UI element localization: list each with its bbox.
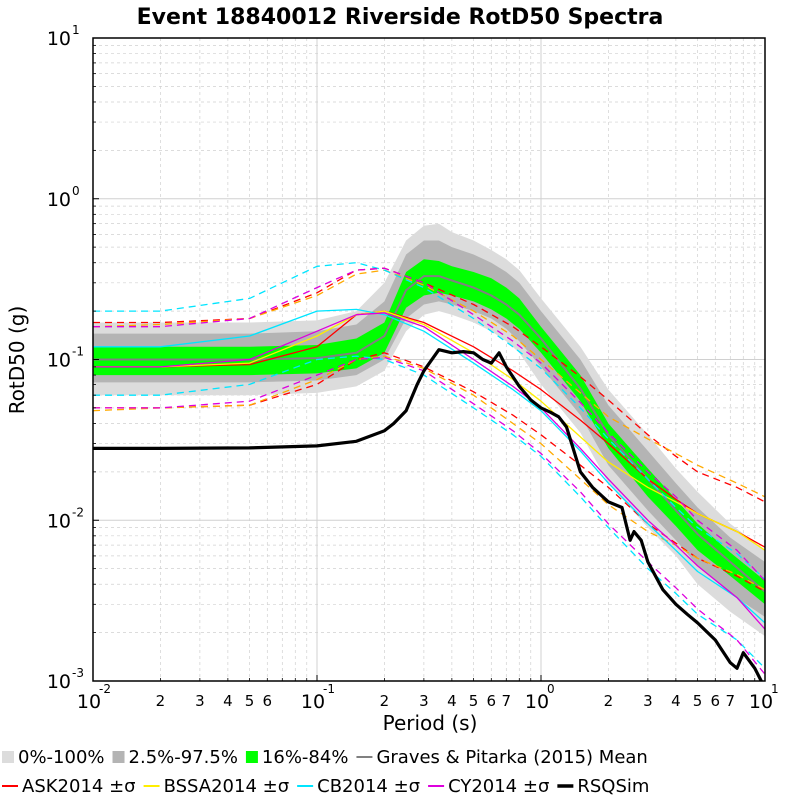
legend-label: CY2014 ±σ <box>448 776 549 797</box>
legend-label: 16%-84% <box>262 747 349 768</box>
x-tick-label: 10 <box>301 691 325 713</box>
series-cy2014-+- <box>93 267 765 582</box>
x-minor-tick-label: 2 <box>604 692 614 710</box>
legend-label: 0%-100% <box>18 747 105 768</box>
legend-label: 2.5%-97.5% <box>129 747 238 768</box>
chart-title: Event 18840012 Riverside RotD50 Spectra <box>137 5 664 30</box>
legend: 0%-100% 2.5%-97.5% 16%-84% Graves & Pitarka… <box>2 747 649 797</box>
y-tick-label: 10 <box>47 28 71 50</box>
x-minor-tick-label: 6 <box>263 692 273 710</box>
series-lines <box>93 262 765 681</box>
legend-label: CB2014 ±σ <box>317 776 420 797</box>
legend-label: BSSA2014 ±σ <box>164 776 290 797</box>
y-tick-label: 10 <box>47 671 71 693</box>
band-2-5-97-5- <box>93 240 765 617</box>
x-minor-tick-label: 4 <box>447 692 457 710</box>
x-tick-exponent: -2 <box>99 682 111 696</box>
x-minor-tick-label: 5 <box>693 692 703 710</box>
x-tick-exponent: 1 <box>771 682 779 696</box>
x-tick-exponent: -1 <box>323 682 335 696</box>
y-tick-exponent: -2 <box>72 505 84 519</box>
legend-swatch <box>2 751 14 763</box>
y-tick-exponent: -1 <box>72 345 84 359</box>
legend-label: ASK2014 ±σ <box>22 776 136 797</box>
x-minor-tick-label: 3 <box>419 692 429 710</box>
x-minor-tick-label: 6 <box>487 692 497 710</box>
legend-swatch <box>112 751 125 763</box>
y-tick-exponent: 1 <box>72 23 80 37</box>
x-minor-tick-label: 4 <box>223 692 233 710</box>
y-tick-label: 10 <box>47 510 71 532</box>
x-minor-tick-label: 5 <box>469 692 479 710</box>
x-axis-label: Period (s) <box>383 711 478 735</box>
legend-swatch <box>245 751 258 763</box>
x-tick-exponent: 0 <box>547 682 555 696</box>
series-bssa2014--- <box>93 355 765 591</box>
x-tick-label: 10 <box>749 691 773 713</box>
x-minor-tick-label: 4 <box>671 692 681 710</box>
legend-label: RSQSim <box>577 776 649 797</box>
x-minor-tick-label: 2 <box>380 692 390 710</box>
y-axis-label: RotD50 (g) <box>5 306 29 415</box>
series-cb2014-+- <box>93 262 765 580</box>
series-bssa2014-+- <box>93 269 765 498</box>
y-tick-label: 10 <box>47 189 71 211</box>
series-cy2014- <box>93 312 765 630</box>
x-minor-tick-label: 7 <box>502 692 512 710</box>
x-tick-label: 10 <box>77 691 101 713</box>
x-minor-tick-label: 3 <box>643 692 653 710</box>
band-0-100- <box>93 223 765 637</box>
x-minor-tick-label: 6 <box>711 692 721 710</box>
legend-label: Graves & Pitarka (2015) Mean <box>376 747 647 768</box>
x-minor-tick-label: 7 <box>726 692 736 710</box>
x-minor-tick-label: 3 <box>195 692 205 710</box>
y-tick-label: 10 <box>47 350 71 372</box>
x-minor-tick-label: 5 <box>245 692 255 710</box>
series-rsqsim <box>93 348 764 681</box>
series-ask2014-+- <box>93 267 765 503</box>
percentile-bands <box>93 223 765 637</box>
series-ask2014--- <box>93 352 765 593</box>
x-tick-label: 10 <box>525 691 549 713</box>
series-cy2014--- <box>93 356 765 675</box>
x-minor-tick-label: 2 <box>156 692 166 710</box>
y-tick-exponent: -3 <box>72 666 84 680</box>
y-tick-exponent: 0 <box>72 184 80 198</box>
series-cb2014- <box>93 308 765 624</box>
series-cb2014--- <box>93 355 765 669</box>
